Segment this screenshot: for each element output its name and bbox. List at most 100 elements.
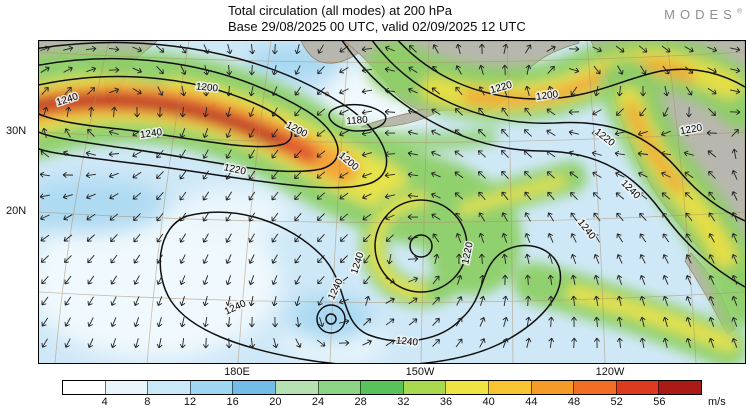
wind-arrow xyxy=(478,107,486,117)
colorbar-tick-label: 12 xyxy=(183,396,197,408)
modes-logo-text: MODES xyxy=(664,7,737,22)
wind-arrow xyxy=(638,192,648,200)
lat-label-30n: 30N xyxy=(6,125,27,137)
chart-title: Total circulation (all modes) at 200 hPa xyxy=(228,3,453,18)
wind-arrow xyxy=(133,275,140,285)
wind-arrow xyxy=(110,338,117,349)
wind-arrow xyxy=(431,171,441,178)
wind-arrow xyxy=(408,318,418,326)
wind-arrow xyxy=(110,275,118,285)
wind-arrow xyxy=(179,296,186,307)
wind-arrow xyxy=(570,212,578,222)
wind-arrow xyxy=(64,255,72,264)
colorbar-segment xyxy=(573,381,616,394)
wind-arrow xyxy=(157,86,164,96)
wind-arrow xyxy=(685,86,693,96)
wind-arrow xyxy=(731,295,738,306)
wind-arrow xyxy=(408,66,418,74)
wind-arrow xyxy=(339,213,349,221)
wind-arrow xyxy=(271,149,279,159)
wind-arrow xyxy=(225,170,232,180)
wind-arrow xyxy=(501,64,508,76)
wind-arrow xyxy=(41,296,49,306)
wind-arrow xyxy=(432,338,440,347)
wind-arrow xyxy=(133,338,140,349)
wind-arrow xyxy=(478,191,486,201)
wind-arrow xyxy=(432,233,440,243)
wind-arrow xyxy=(109,87,120,94)
wind-arrow xyxy=(339,276,349,284)
chart-subtitle: Base 29/08/2025 00 UTC, valid 02/09/2025… xyxy=(228,19,526,34)
wind-arrow xyxy=(478,64,485,75)
wind-arrow xyxy=(294,296,301,307)
wind-arrow xyxy=(616,316,623,328)
wind-arrow xyxy=(202,254,209,264)
wind-arrow xyxy=(202,296,209,307)
wind-arrow xyxy=(639,316,646,327)
wind-arrow xyxy=(593,65,601,75)
wind-arrow xyxy=(364,295,371,306)
wind-arrow xyxy=(524,212,531,222)
wind-arrow xyxy=(85,150,96,157)
wind-arrow xyxy=(547,85,554,96)
wind-arrow xyxy=(708,108,717,116)
wind-arrow xyxy=(271,107,278,117)
wind-arrow xyxy=(570,86,578,96)
colorbar-units: m/s xyxy=(708,396,726,408)
colorbar-tick-label: 44 xyxy=(525,396,538,408)
wind-arrow xyxy=(639,295,646,306)
wind-arrow xyxy=(179,191,187,201)
wind-arrow xyxy=(525,295,532,307)
wind-arrow xyxy=(731,170,738,180)
wind-arrow xyxy=(708,275,715,285)
wind-arrow xyxy=(248,86,255,97)
wind-arrow xyxy=(249,43,256,55)
colorbar-segment xyxy=(189,381,233,394)
wind-arrow xyxy=(525,337,532,348)
wind-arrow xyxy=(662,107,669,117)
wind-arrow xyxy=(501,170,509,179)
wind-arrow xyxy=(433,253,440,264)
wind-arrow xyxy=(384,108,396,115)
wind-arrow xyxy=(338,339,350,346)
wind-arrow xyxy=(547,274,554,286)
contour-label: 1200 xyxy=(535,89,559,103)
wind-arrow xyxy=(156,212,164,222)
colorbar-tick-label: 48 xyxy=(567,396,581,408)
wind-arrow xyxy=(568,129,579,136)
wind-arrow xyxy=(63,214,73,221)
wind-arrow xyxy=(547,212,555,222)
wind-arrow xyxy=(202,337,209,349)
wind-arrow xyxy=(479,338,486,348)
wind-arrow xyxy=(685,337,692,348)
wind-arrow xyxy=(202,275,209,286)
wind-arrow xyxy=(684,66,694,74)
colorbar-tick-label: 56 xyxy=(653,396,666,408)
wind-arrow xyxy=(64,296,72,306)
wind-arrow xyxy=(708,191,716,201)
wind-arrow xyxy=(64,128,71,138)
wind-arrow xyxy=(225,128,232,139)
wind-arrow xyxy=(661,45,671,53)
wind-arrow xyxy=(432,44,439,54)
wind-arrow xyxy=(40,45,51,52)
wind-arrow xyxy=(639,233,647,243)
wind-arrow xyxy=(179,128,186,139)
wind-arrow xyxy=(570,274,577,285)
wind-arrow xyxy=(272,316,279,328)
wind-arrow xyxy=(524,232,531,243)
wind-arrow xyxy=(730,67,741,74)
wind-arrow xyxy=(431,192,441,199)
wind-arrow xyxy=(40,255,49,263)
wind-arrow xyxy=(41,127,48,138)
wind-arrow xyxy=(568,109,580,116)
wind-arrow xyxy=(85,172,97,179)
wind-arrow xyxy=(708,233,715,243)
wind-arrow xyxy=(384,193,395,200)
wind-arrow xyxy=(685,254,692,264)
wind-arrow xyxy=(339,45,349,53)
wind-arrow xyxy=(226,44,233,55)
wind-arrow xyxy=(479,317,486,327)
wind-arrow xyxy=(63,150,73,157)
wind-arrow xyxy=(179,149,186,159)
